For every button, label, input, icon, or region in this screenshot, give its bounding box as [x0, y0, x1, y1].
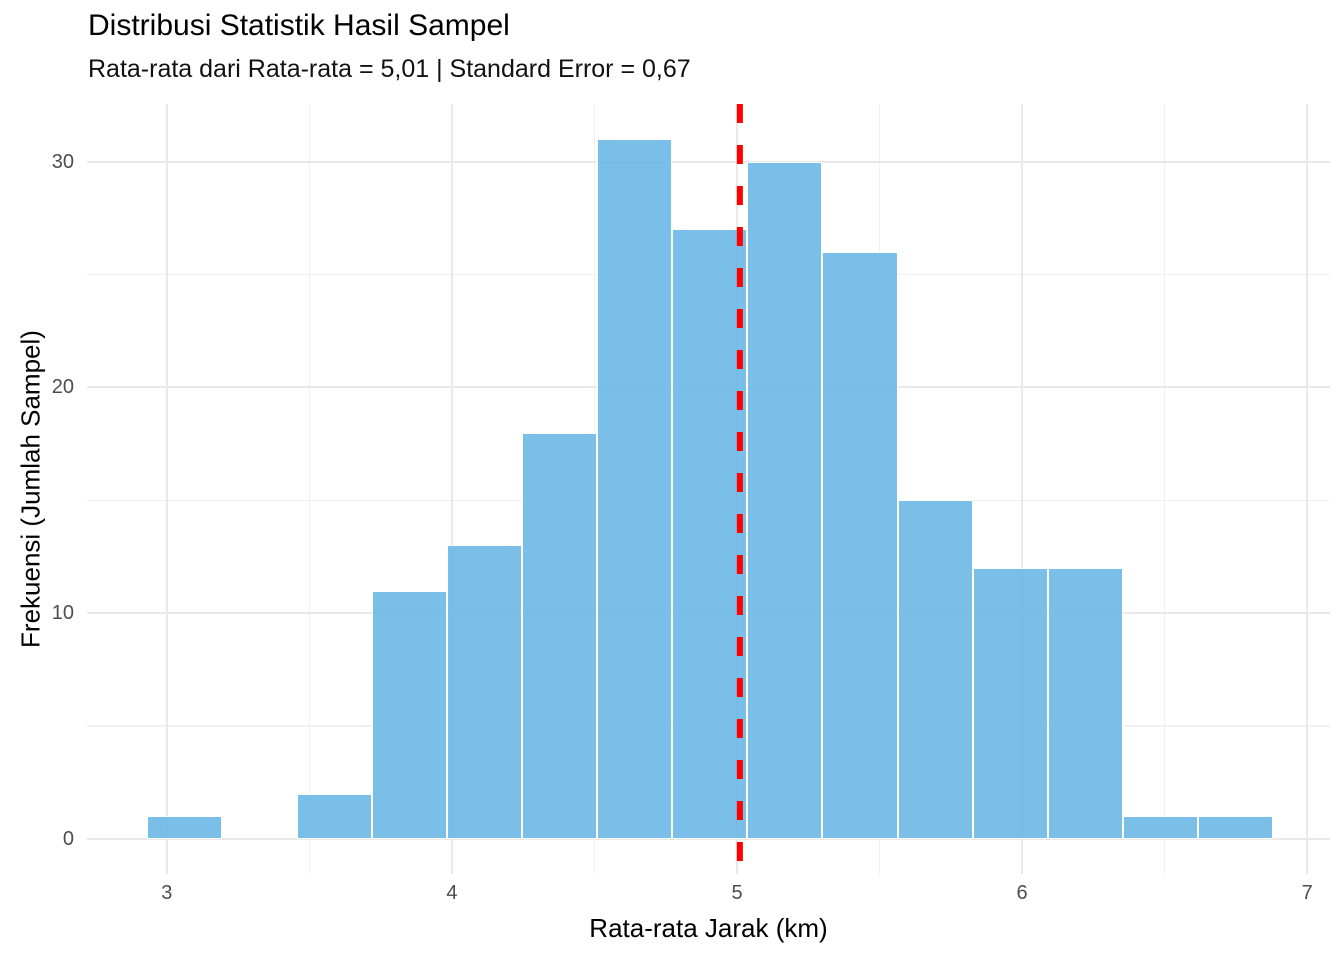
x-tick-label: 5: [731, 882, 743, 904]
grid-major-vertical: [1021, 104, 1024, 874]
histogram-bar: [972, 568, 1048, 839]
chart-title: Distribusi Statistik Hasil Sampel: [88, 9, 510, 42]
histogram-bar: [597, 139, 673, 839]
grid-major-horizontal: [87, 160, 1330, 163]
y-tick-label: 30: [51, 150, 74, 173]
x-tick-label: 7: [1301, 882, 1313, 904]
y-axis-title: Frekuensi (Jumlah Sampel): [15, 330, 46, 648]
grid-major-vertical: [1306, 104, 1309, 874]
grid-major-vertical: [450, 104, 453, 874]
histogram-bar: [897, 500, 973, 839]
x-tick-label: 6: [1016, 882, 1028, 904]
histogram-bar: [296, 793, 373, 839]
histogram-bar: [522, 432, 598, 839]
histogram-bar: [822, 251, 898, 839]
chart-subtitle: Rata-rata dari Rata-rata = 5,01 | Standa…: [88, 55, 691, 83]
histogram-bar: [146, 816, 222, 839]
plot-panel: [87, 104, 1330, 874]
histogram-bar: [747, 161, 823, 839]
x-axis-title: Rata-rata Jarak (km): [589, 913, 828, 943]
grid-major-horizontal: [87, 838, 1330, 840]
histogram-bar: [1122, 816, 1198, 839]
y-tick-label: 20: [51, 376, 74, 399]
histogram-bar: [447, 545, 523, 839]
histogram-bar: [1047, 568, 1123, 839]
x-tick-label: 4: [446, 882, 458, 904]
histogram-bar: [372, 590, 448, 839]
grid-minor-vertical: [1163, 104, 1166, 874]
grid-major-vertical: [165, 104, 168, 874]
histogram-bar: [672, 229, 748, 839]
histogram-bar: [1197, 816, 1273, 839]
grid-minor-vertical: [308, 104, 311, 874]
y-tick-label: 0: [62, 828, 74, 850]
x-tick-label: 3: [161, 882, 173, 904]
y-tick-label: 10: [51, 602, 74, 625]
mean-line-layer: [736, 104, 743, 874]
